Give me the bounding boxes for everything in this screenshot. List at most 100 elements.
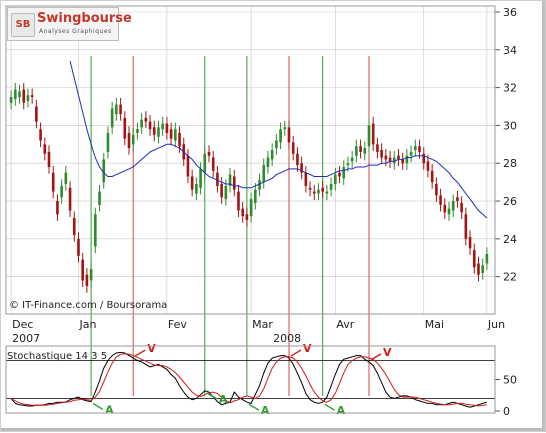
candle-up (64, 172, 68, 185)
candle-down (165, 123, 169, 133)
candle-up (136, 129, 139, 133)
price-tick-label: 30 (503, 119, 517, 132)
candle-down (321, 187, 324, 192)
candle-down (435, 184, 438, 196)
candle-down (72, 218, 76, 236)
candle-up (110, 108, 114, 128)
candle-down (144, 117, 148, 122)
candle-up (279, 129, 282, 143)
candle-down (148, 121, 152, 130)
candle-down (376, 144, 379, 152)
month-tick-label: Avr (336, 318, 354, 331)
sell-arrow (370, 353, 382, 361)
month-tick-label: Jun (487, 318, 505, 331)
candle-down (68, 187, 72, 211)
candle-up (161, 123, 164, 130)
candle-down (359, 146, 362, 152)
candle-down (211, 157, 215, 171)
candle-up (283, 127, 287, 130)
candle-down (47, 151, 51, 168)
candle-up (451, 201, 455, 211)
candle-up (115, 104, 118, 115)
candle-up (334, 174, 337, 185)
candle-up (131, 134, 135, 145)
stochastic-title: Stochastique 14 3 5 (7, 351, 107, 362)
price-tick-label: 28 (503, 157, 517, 170)
candle-up (199, 168, 202, 188)
candle-down (430, 170, 434, 183)
candle-up (317, 189, 320, 194)
month-tick-label: Jan (78, 318, 96, 331)
price-axis: 22 24 26 28 30 32 34 36 (495, 6, 517, 284)
candle-up (224, 185, 228, 200)
candle-down (237, 191, 240, 211)
candle-down (468, 236, 472, 249)
candlestick-series (9, 82, 489, 293)
candle-down (207, 151, 211, 156)
candle-up (258, 180, 261, 190)
brand-name: Swingbourse (37, 11, 132, 26)
stoch-series (10, 351, 488, 408)
candle-down (127, 132, 131, 149)
candle-up (18, 91, 21, 98)
candle-down (456, 197, 459, 202)
brand-tagline: Analyses Graphiques (39, 28, 112, 35)
candle-up (414, 146, 417, 150)
candle-down (472, 250, 476, 268)
candle-up (409, 151, 413, 156)
signal-markers: A V A A V A V (92, 342, 392, 417)
candle-down (30, 95, 34, 98)
candle-down (287, 127, 291, 143)
stoch-tick-label: 50 (503, 374, 517, 387)
candle-down (81, 259, 84, 281)
candle-up (102, 159, 106, 183)
stoch-d-line (10, 353, 487, 407)
price-tick-label: 22 (503, 271, 517, 284)
candle-up (106, 132, 110, 152)
candle-down (216, 172, 219, 186)
candle-down (186, 155, 190, 177)
source-credit: © IT-Finance.com / Boursorama (9, 300, 167, 311)
candle-down (22, 89, 26, 103)
sell-arrow (290, 349, 302, 357)
candle-up (325, 191, 329, 194)
candle-up (157, 127, 160, 137)
candle-up (481, 265, 484, 273)
candle-down (388, 157, 392, 162)
candle-up (89, 269, 93, 281)
buy-signal-label: A (219, 393, 228, 406)
sell-signal-label: V (303, 342, 312, 355)
candle-up (262, 165, 266, 183)
candle-up (275, 140, 278, 149)
candle-down (477, 263, 480, 275)
price-tick-label: 36 (503, 6, 517, 19)
candle-down (384, 155, 388, 160)
candle-down (152, 127, 156, 135)
candle-down (443, 204, 447, 213)
candle-down (35, 106, 38, 122)
price-tick-label: 34 (503, 44, 517, 57)
candle-down (77, 238, 80, 256)
candle-down (460, 202, 463, 213)
candle-up (363, 148, 367, 154)
candle-up (14, 89, 17, 99)
candle-down (56, 201, 59, 215)
price-tick-label: 32 (503, 82, 517, 95)
price-tick-label: 24 (503, 233, 517, 246)
month-tick-label: Mar (252, 318, 273, 331)
candle-up (140, 119, 143, 128)
candle-down (220, 184, 223, 198)
brand-mark-icon: SB (11, 13, 35, 37)
candle-up (228, 174, 232, 186)
candle-up (195, 184, 198, 194)
candle-down (190, 176, 194, 190)
candle-down (300, 163, 303, 173)
moving-average-line (69, 60, 488, 219)
candle-up (60, 185, 63, 198)
candle-up (174, 129, 177, 141)
candle-up (405, 155, 409, 164)
candle-down (39, 129, 42, 141)
time-axis: Dec Jan Fev Mar Avr Mai Jun 2007 2008 (12, 318, 505, 345)
